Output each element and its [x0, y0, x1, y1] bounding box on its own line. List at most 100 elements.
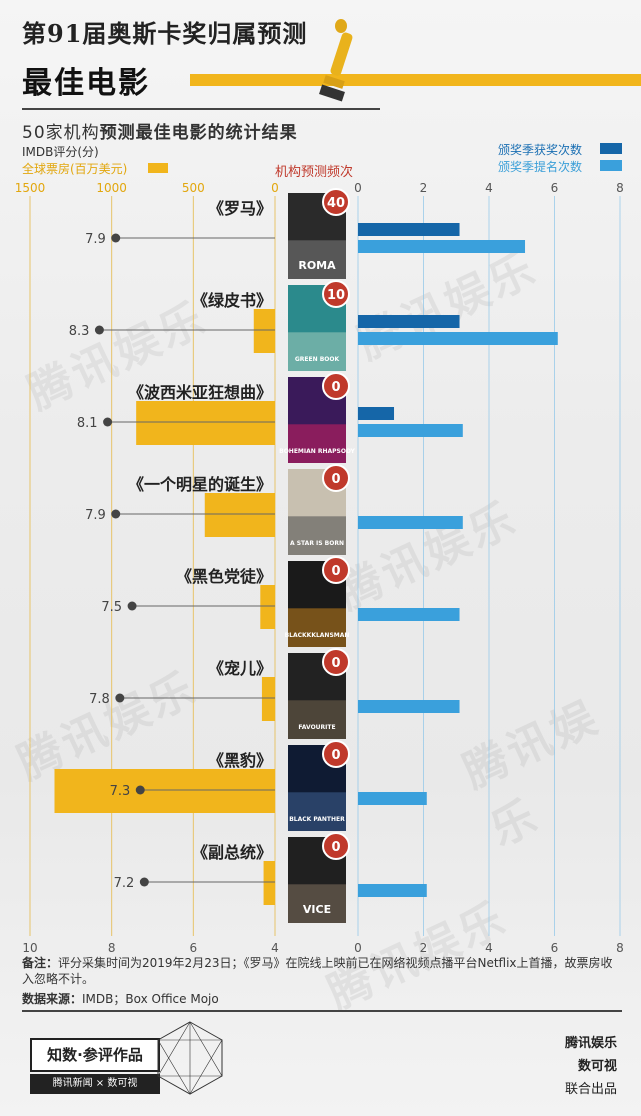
footer-rule [22, 1010, 622, 1012]
film-title: 《波西米亚狂想曲》 [128, 383, 272, 402]
poster-title-art: BLACKKKLANSMAN [285, 632, 350, 639]
box-office-bar [136, 401, 275, 445]
film-title: 《宠儿》 [208, 659, 272, 678]
wins-bar [358, 315, 460, 328]
imdb-dot [127, 601, 137, 611]
imdb-label: 7.3 [110, 784, 131, 799]
tick-label-imdb: 6 [190, 941, 198, 953]
subtitle: 50家机构预测最佳电影的统计结果 [22, 123, 298, 143]
imdb-dot [139, 877, 149, 887]
legend-wins: 颁奖季获奖次数 [498, 143, 583, 157]
nominations-bar [358, 240, 526, 253]
oscar-statuette-icon [316, 16, 360, 110]
prediction-count: 10 [327, 288, 345, 303]
data-source: 数据来源：IMDB；Box Office Mojo [22, 992, 219, 1006]
prediction-badge [322, 556, 350, 584]
tick-label-awards: 0 [354, 181, 362, 195]
imdb-label: 7.8 [89, 692, 110, 707]
imdb-dot [103, 417, 113, 427]
prediction-count: 0 [331, 380, 340, 395]
tick-label-box-office: 500 [182, 181, 205, 195]
prediction-count: 40 [327, 196, 345, 211]
legend-noms-swatch [600, 160, 622, 171]
nominations-bar [358, 608, 460, 621]
box-office-bar [263, 861, 275, 905]
prediction-badge [322, 832, 350, 860]
box-office-bar [54, 769, 275, 813]
credit-tencent: 腾讯娱乐 [564, 1036, 617, 1051]
tick-label-box-office: 1000 [96, 181, 127, 195]
tick-label-awards-bottom: 0 [354, 941, 362, 953]
prediction-badge [322, 648, 350, 676]
tick-label-imdb: 10 [22, 941, 37, 953]
movie-poster-shade [288, 608, 346, 647]
film-title: 《罗马》 [208, 199, 272, 218]
legend-box-office-swatch [148, 163, 168, 173]
chart: 1500 1000 500 010 8 6 40022446688《罗马》7.9ROMA40… [15, 181, 624, 953]
imdb-dot [115, 693, 125, 703]
nominations-bar [358, 884, 427, 897]
imdb-label: 8.1 [77, 416, 98, 431]
imdb-label: 8.3 [69, 324, 90, 339]
poster-title-art: BOHEMIAN RHAPSODY [279, 448, 355, 455]
title-rule [22, 108, 380, 110]
movie-poster-shade [288, 332, 346, 371]
imdb-dot [94, 325, 104, 335]
film-title: 《绿皮书》 [192, 291, 272, 310]
film-title: 《副总统》 [192, 843, 272, 862]
poster-title-art: GREEN BOOK [295, 356, 340, 363]
prediction-count: 0 [331, 564, 340, 579]
box-office-bar [261, 677, 275, 721]
tick-label-awards: 2 [420, 181, 428, 195]
tick-label-awards-bottom: 4 [485, 941, 493, 953]
nominations-bar [358, 516, 463, 529]
title-band [190, 74, 641, 86]
prediction-count: 0 [331, 472, 340, 487]
imdb-dot [111, 233, 121, 243]
tick-label-box-office: 1500 [15, 181, 46, 195]
badge-subtitle: 腾讯新闻 × 数可视 [30, 1074, 160, 1094]
page-title: 最佳电影 [22, 66, 150, 101]
tick-label-awards: 4 [485, 181, 493, 195]
poster-title-art: ROMA [298, 259, 336, 272]
prediction-count: 0 [331, 840, 340, 855]
nominations-bar [358, 700, 460, 713]
wins-bar [358, 223, 460, 236]
prediction-badge [322, 280, 350, 308]
legend-imdb: IMDB评分(分) [22, 145, 99, 159]
imdb-dot [135, 785, 145, 795]
movie-poster-shade [288, 516, 346, 555]
imdb-label: 7.2 [114, 876, 135, 891]
film-title: 《黑豹》 [208, 751, 272, 770]
legend-noms: 颁奖季提名次数 [498, 160, 583, 174]
movie-poster-shade [288, 424, 346, 463]
box-office-bar [253, 309, 275, 353]
note: 备注：评分采集时间为2019年2月23日；《罗马》在院线上映前已在网络视频点播平… [22, 956, 613, 986]
imdb-label: 7.5 [101, 600, 122, 615]
legend-predictions: 机构预测频次 [275, 165, 354, 180]
film-title: 《一个明星的诞生》 [128, 475, 272, 494]
title-top: 第91届奥斯卡奖归属预测 [22, 19, 308, 48]
imdb-label: 7.9 [85, 232, 106, 247]
movie-poster-shade [288, 700, 346, 739]
prediction-count: 0 [331, 656, 340, 671]
prediction-badge [322, 740, 350, 768]
box-office-bar [260, 585, 275, 629]
tick-label-awards-bottom: 8 [616, 941, 624, 953]
movie-poster-shade [288, 792, 346, 831]
legend-wins-swatch [600, 143, 622, 154]
legend-box-office: 全球票房(百万美元) [22, 162, 128, 176]
polyhedron-icon [150, 1018, 230, 1102]
nominations-bar [358, 424, 463, 437]
prediction-badge [322, 188, 350, 216]
credit-shukeshi: 数可视 [577, 1059, 617, 1074]
tick-label-imdb: 4 [271, 941, 279, 953]
prediction-badge [322, 464, 350, 492]
wins-bar [358, 407, 395, 420]
prediction-badge [322, 372, 350, 400]
movie-poster-shade [288, 884, 346, 923]
film-title: 《黑色党徒》 [176, 567, 272, 586]
box-office-bar [204, 493, 275, 537]
nominations-bar [358, 792, 427, 805]
tick-label-box-office: 0 [271, 181, 279, 195]
